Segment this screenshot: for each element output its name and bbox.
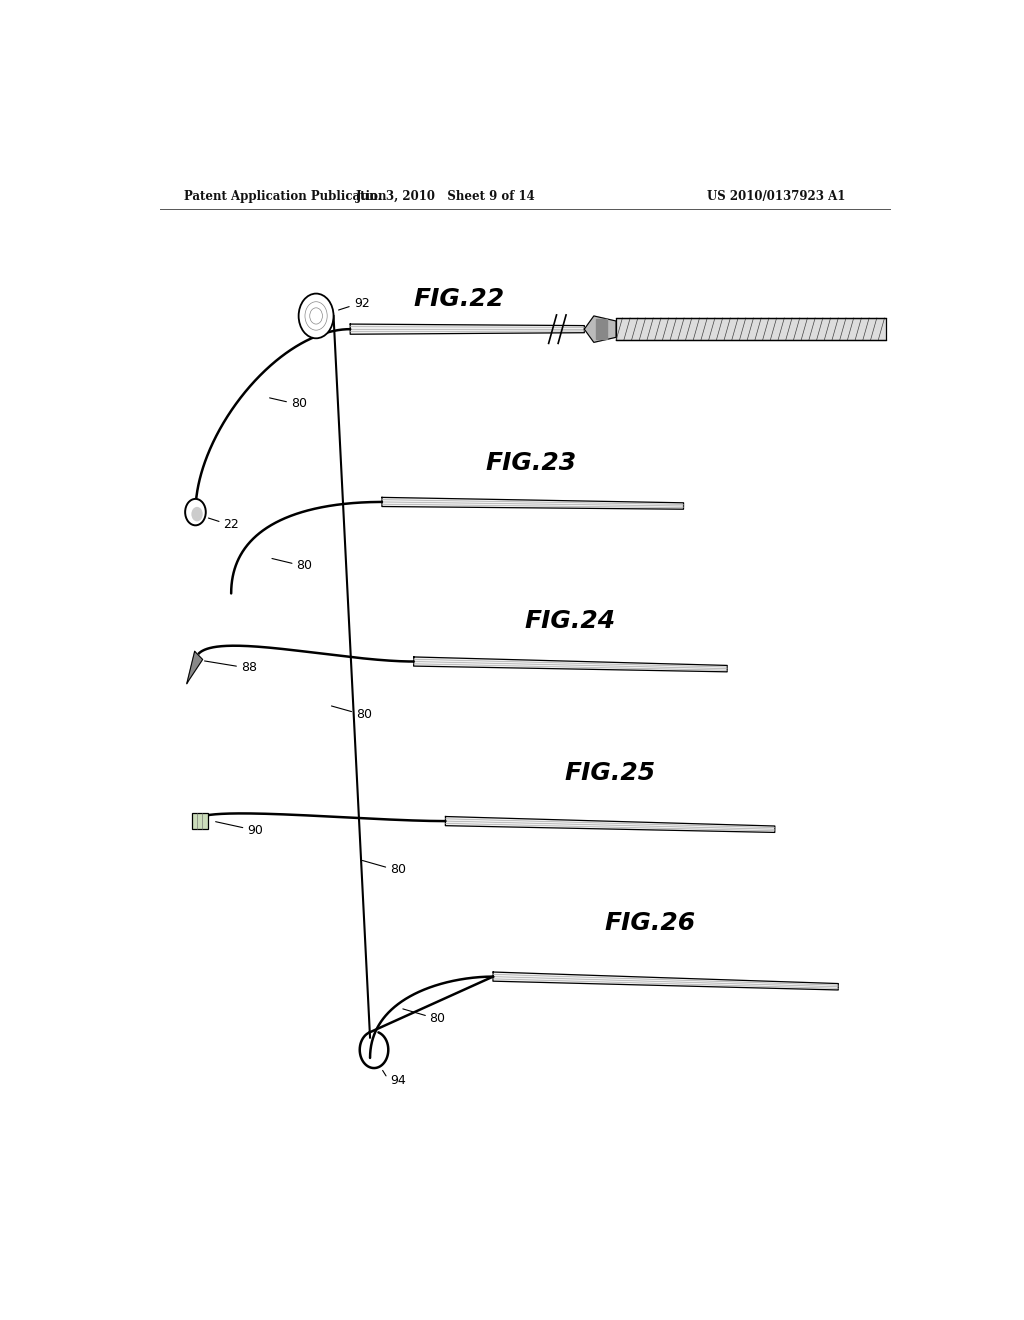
Text: 94: 94 [390,1073,406,1086]
Circle shape [299,293,334,338]
Polygon shape [585,315,616,342]
Text: 90: 90 [247,824,263,837]
Polygon shape [596,319,607,339]
Bar [193,813,208,829]
Text: 80: 80 [355,708,372,721]
Text: FIG.26: FIG.26 [604,911,695,935]
Text: 92: 92 [354,297,370,310]
Text: Patent Application Publication: Patent Application Publication [183,190,386,202]
Polygon shape [186,651,203,684]
Text: FIG.25: FIG.25 [564,762,655,785]
Circle shape [191,507,203,521]
Bar [616,318,886,341]
Text: FIG.24: FIG.24 [524,609,615,632]
Polygon shape [493,972,839,990]
Text: FIG.23: FIG.23 [485,451,577,475]
Polygon shape [382,498,684,510]
Text: US 2010/0137923 A1: US 2010/0137923 A1 [708,190,846,202]
Text: Jun. 3, 2010   Sheet 9 of 14: Jun. 3, 2010 Sheet 9 of 14 [355,190,536,202]
Polygon shape [350,325,585,334]
Text: 80: 80 [291,397,307,409]
Circle shape [185,499,206,525]
Text: FIG.22: FIG.22 [414,286,505,310]
Text: 88: 88 [242,661,257,675]
Polygon shape [414,657,727,672]
Text: 80: 80 [296,560,312,573]
Text: 80: 80 [390,863,406,876]
Text: 80: 80 [430,1011,445,1024]
Text: 22: 22 [223,517,239,531]
Polygon shape [445,817,775,833]
